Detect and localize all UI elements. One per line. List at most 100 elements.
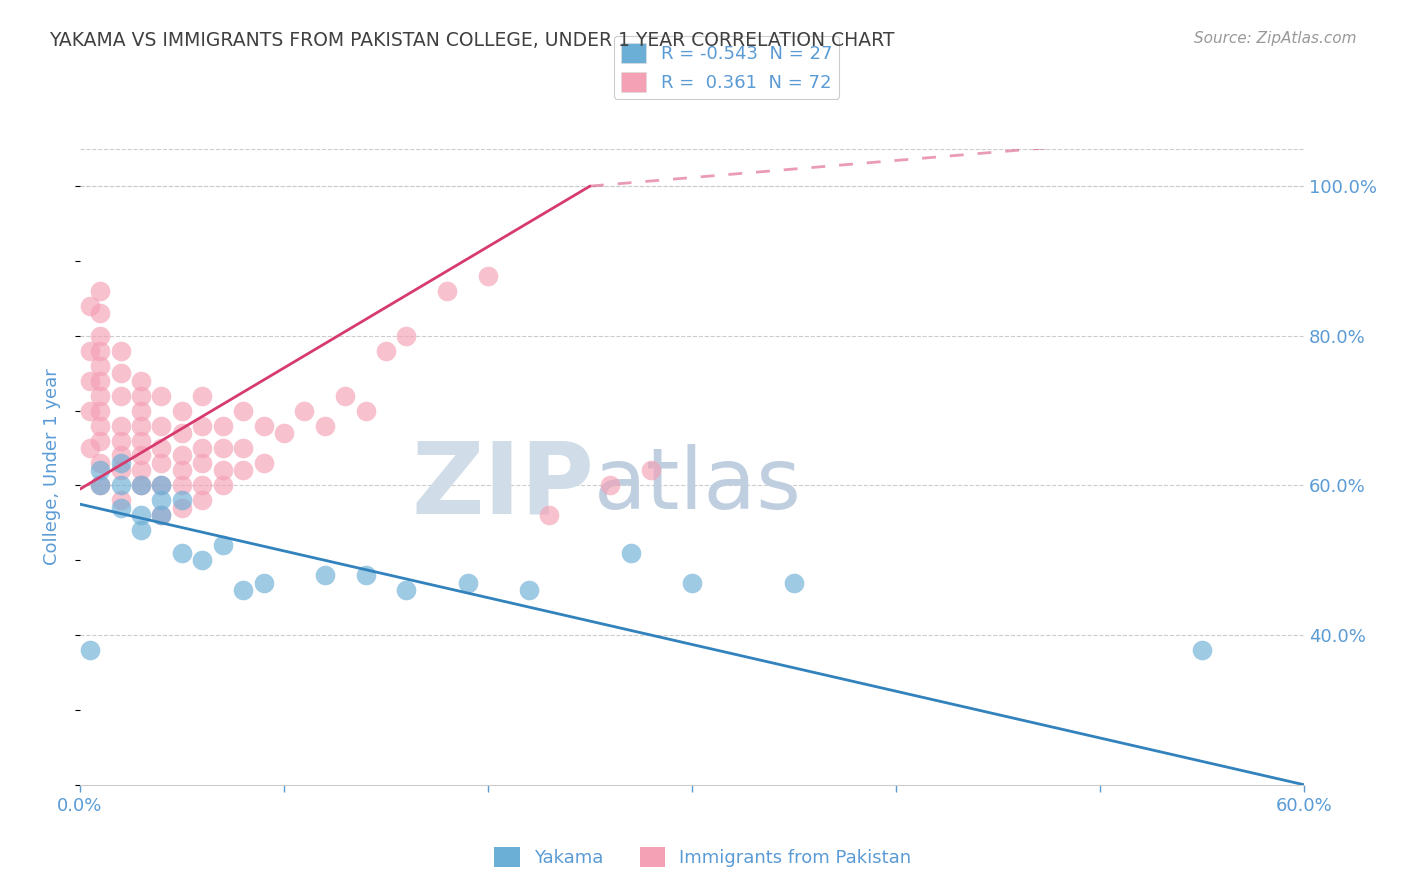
Point [232,463,254,477]
Point [89,434,111,448]
Point [191,418,214,433]
Point [395,328,418,343]
Point [129,508,152,523]
Point [333,389,356,403]
Point [89,306,111,320]
Point [110,418,132,433]
Point [89,403,111,417]
Point [170,500,193,515]
Point [89,478,111,492]
Point [191,456,214,470]
Point [436,284,458,298]
Point [110,493,132,508]
Point [129,463,152,477]
Point [110,463,132,477]
Point [150,389,173,403]
Point [150,418,173,433]
Point [640,463,662,477]
Point [477,268,499,283]
Point [395,583,418,598]
Point [681,575,703,590]
Point [129,449,152,463]
Point [89,478,111,492]
Point [110,478,132,492]
Point [129,389,152,403]
Point [191,389,214,403]
Point [211,441,233,455]
Point [129,403,152,417]
Point [517,583,540,598]
Point [232,583,254,598]
Point [1191,643,1213,657]
Point [170,493,193,508]
Point [110,449,132,463]
Point [79,403,101,417]
Point [150,508,173,523]
Point [150,508,173,523]
Point [150,456,173,470]
Point [191,441,214,455]
Point [89,463,111,477]
Point [129,418,152,433]
Point [783,575,806,590]
Point [354,403,377,417]
Point [170,403,193,417]
Point [110,366,132,380]
Point [538,508,561,523]
Point [89,328,111,343]
Point [150,441,173,455]
Point [170,425,193,440]
Point [620,546,643,560]
Point [89,456,111,470]
Point [599,478,621,492]
Point [89,284,111,298]
Point [292,403,315,417]
Point [170,463,193,477]
Text: YAKAMA VS IMMIGRANTS FROM PAKISTAN COLLEGE, UNDER 1 YEAR CORRELATION CHART: YAKAMA VS IMMIGRANTS FROM PAKISTAN COLLE… [49,31,894,50]
Point [89,418,111,433]
Point [79,374,101,388]
Point [89,374,111,388]
Point [150,478,173,492]
Point [232,403,254,417]
Point [110,500,132,515]
Text: Source: ZipAtlas.com: Source: ZipAtlas.com [1194,31,1357,46]
Point [89,343,111,358]
Point [191,478,214,492]
Point [314,418,336,433]
Point [129,374,152,388]
Point [374,343,396,358]
Point [252,456,274,470]
Point [170,449,193,463]
Point [252,418,274,433]
Point [191,493,214,508]
Point [314,568,336,582]
Point [110,434,132,448]
Point [129,478,152,492]
Point [110,389,132,403]
Point [129,434,152,448]
Point [89,359,111,373]
Point [170,478,193,492]
Point [232,441,254,455]
Point [191,553,214,567]
Point [211,463,233,477]
Point [79,299,101,313]
Legend: Yakama, Immigrants from Pakistan: Yakama, Immigrants from Pakistan [488,839,918,874]
Point [252,575,274,590]
Point [354,568,377,582]
Point [89,389,111,403]
Text: ZIP: ZIP [411,437,595,534]
Point [150,478,173,492]
Point [150,493,173,508]
Point [79,343,101,358]
Text: atlas: atlas [595,444,801,527]
Point [273,425,295,440]
Point [110,343,132,358]
Point [211,418,233,433]
Point [129,524,152,538]
Point [79,441,101,455]
Legend: R = -0.543  N = 27, R =  0.361  N = 72: R = -0.543 N = 27, R = 0.361 N = 72 [613,36,839,99]
Point [211,538,233,552]
Point [170,546,193,560]
